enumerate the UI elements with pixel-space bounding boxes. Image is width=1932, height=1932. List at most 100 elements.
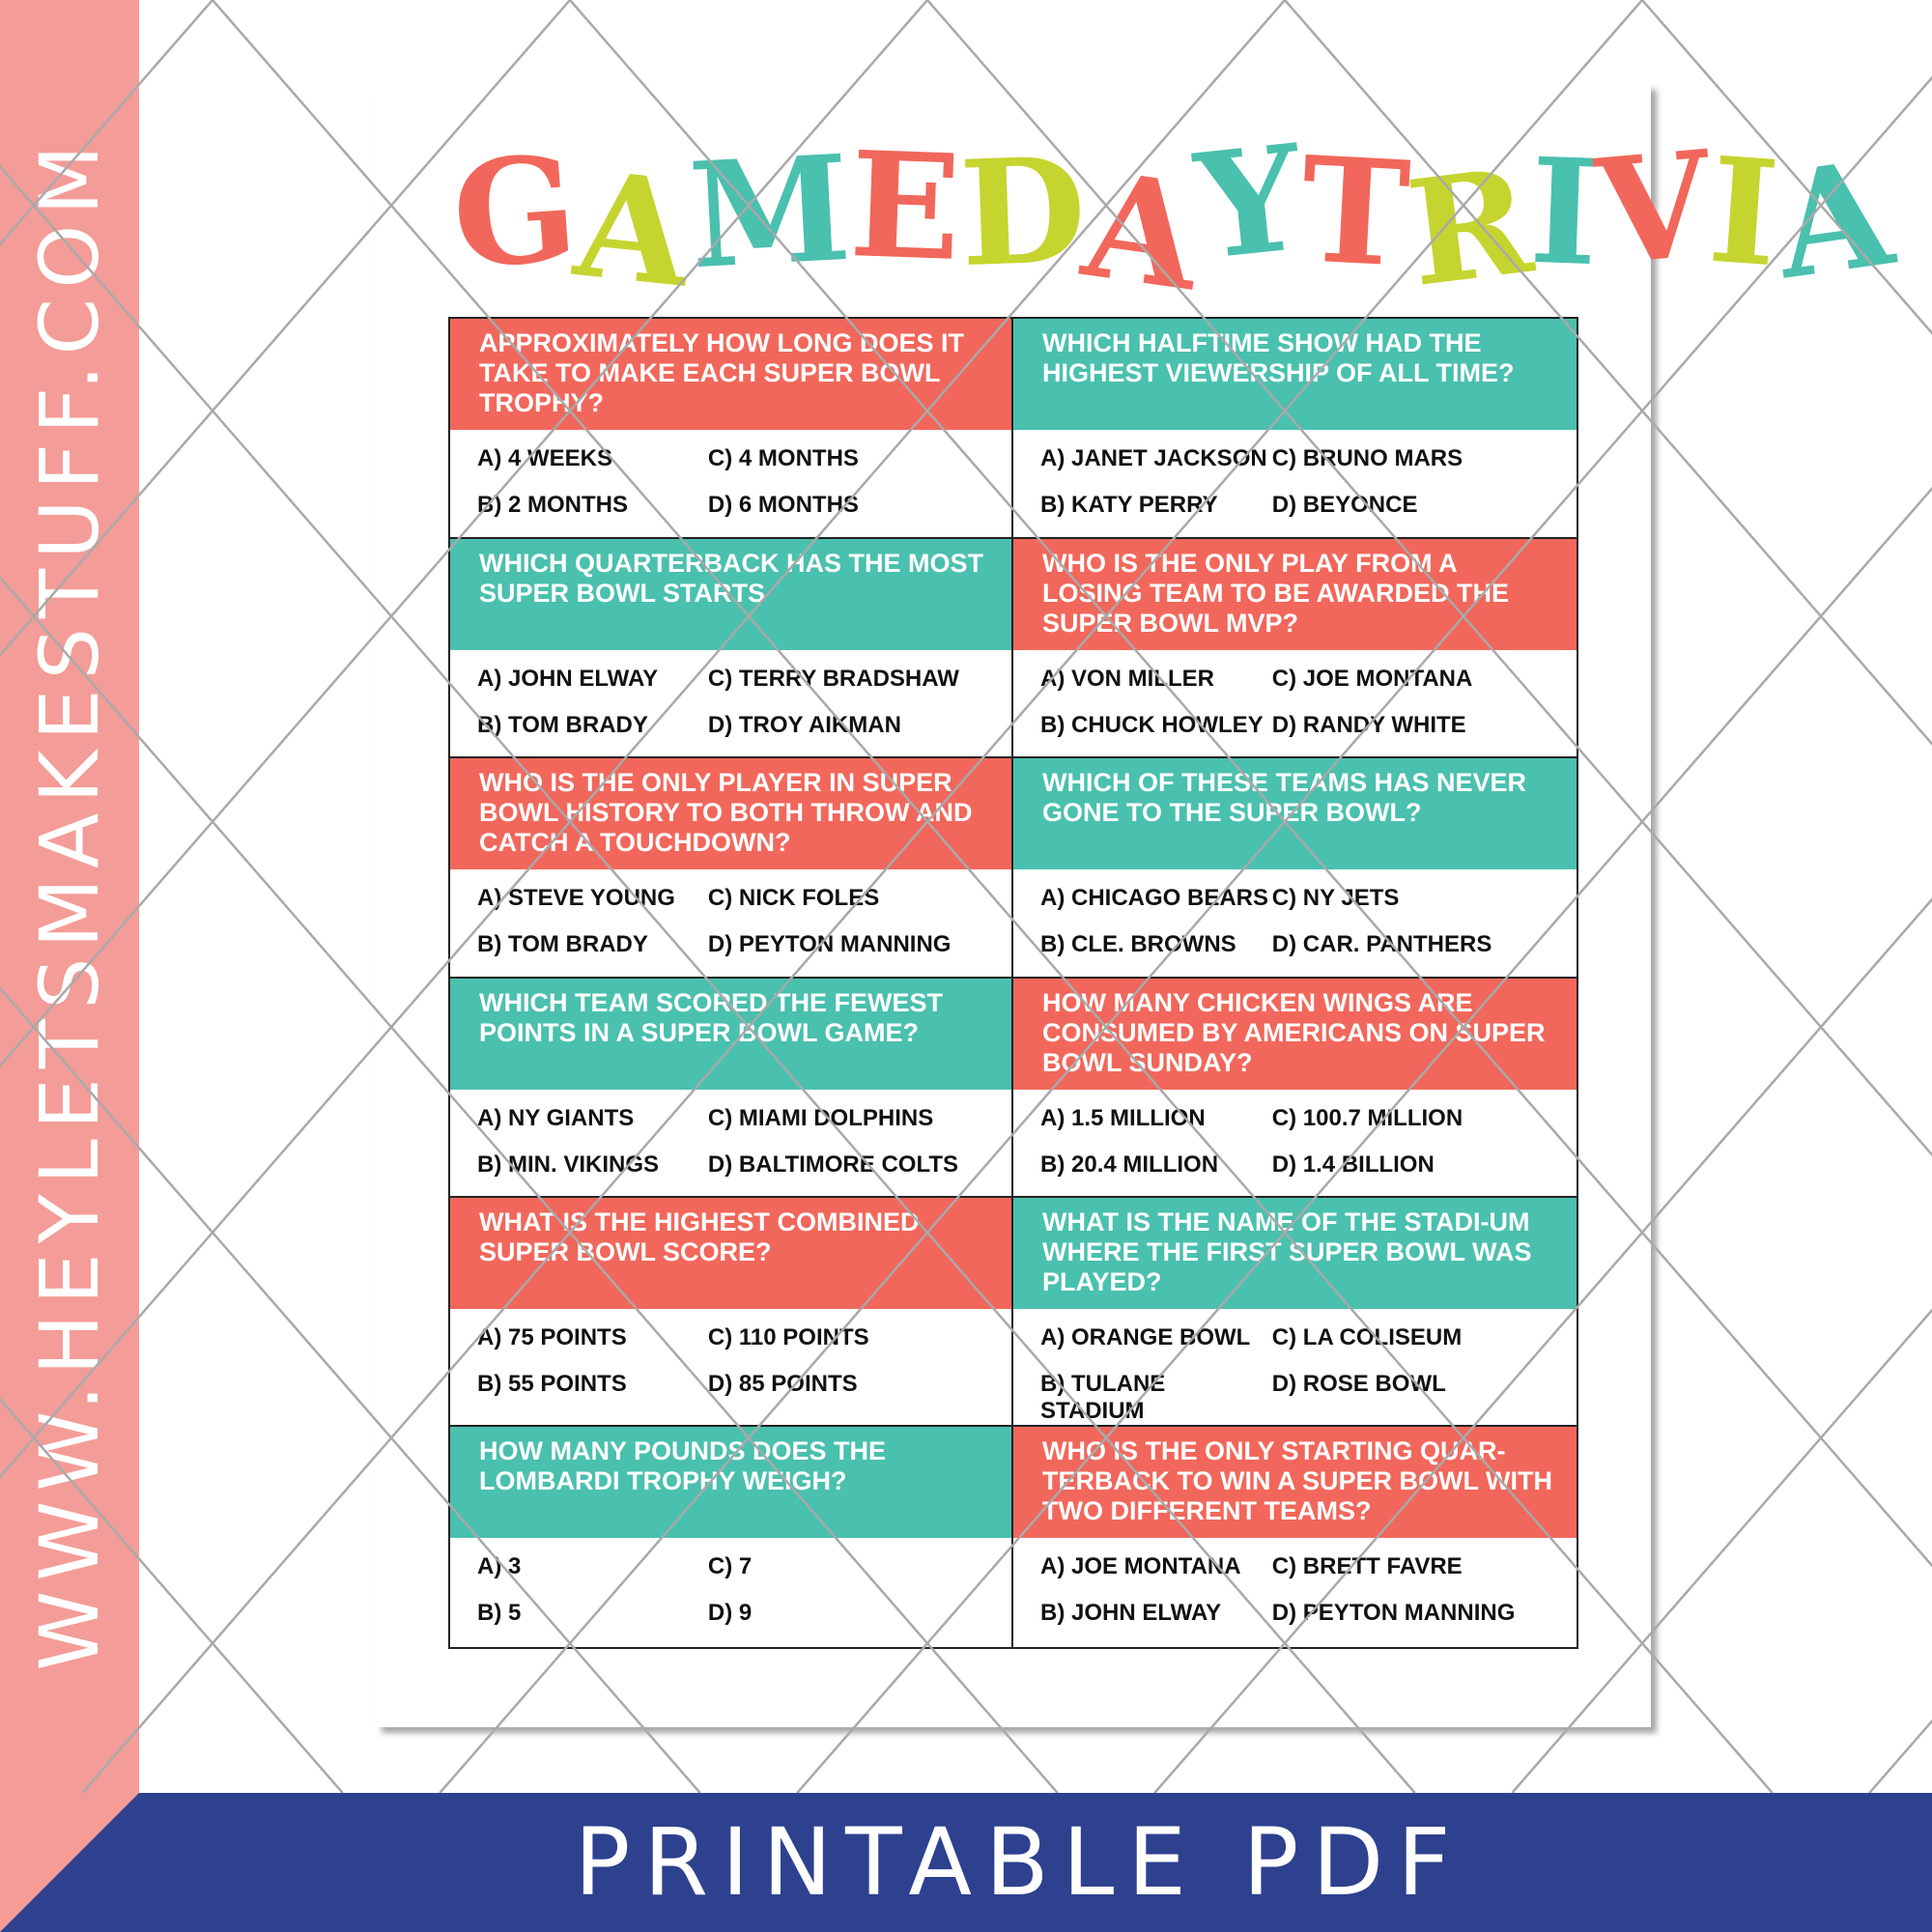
answer-options: A) CHICAGO BEARS C) NY JETS B) CLE. BROWNS…	[1013, 869, 1577, 977]
question: How many chicken wings are consumed by a…	[1013, 978, 1577, 1090]
answer-option: A) JOE MONTANA	[1040, 1553, 1241, 1580]
answer-options: A) JOHN ELWAY C) TERRY BRADSHAW B) TOM BRA…	[450, 650, 1011, 757]
answer-option: B) 2 MONTHS	[477, 492, 628, 518]
answer-options: A) 1.5 MILLION C) 100.7 MILLION B) 20.4 MI…	[1013, 1090, 1577, 1197]
answer-option: A) 75 POINTS	[477, 1324, 627, 1351]
question: Which team scored the fewest points in a…	[450, 978, 1011, 1090]
trivia-card: How many pounds does the lombardi trophy…	[450, 1427, 1013, 1647]
answer-option: D) 1.4 BILLION	[1271, 1151, 1435, 1178]
answer-option: B) TOM BRADY	[477, 711, 648, 738]
answer-option: C) MIAMI DOLPHINS	[707, 1104, 934, 1131]
question: Approximately how long does it take to m…	[450, 319, 1011, 430]
answer-options: A) JOE MONTANA C) BRETT FAVRE B) JOHN ELWA…	[1013, 1538, 1577, 1647]
answer-option: D) 9	[707, 1600, 753, 1627]
answer-option: A) JANET JACKSON	[1040, 445, 1267, 471]
answer-options: A) VON MILLER C) JOE MONTANA B) CHUCK HOWL…	[1013, 650, 1577, 757]
title-letter: A	[568, 139, 698, 321]
question: What is the name of the stadi-um where t…	[1013, 1198, 1577, 1310]
question: What is the highest combined super bowl …	[450, 1198, 1011, 1310]
bottom-banner	[0, 1793, 1932, 1932]
answer-option: C) TERRY BRADSHAW	[707, 665, 959, 692]
answer-option: C) 7	[707, 1553, 753, 1580]
answer-option: C) 110 POINTS	[707, 1324, 869, 1351]
title-letter: I	[1526, 126, 1601, 299]
answer-option: D) BALTIMORE COLTS	[707, 1151, 958, 1178]
title-letter: T	[1296, 125, 1414, 300]
answer-option: B) JOHN ELWAY	[1040, 1600, 1222, 1627]
answer-option: B) 55 POINTS	[477, 1371, 627, 1398]
answer-options: A) ORANGE BOWL C) LA COLISEUM B) TULANE ST…	[1013, 1309, 1577, 1425]
answer-option: C) NICK FOLES	[707, 885, 880, 912]
answer-option: D) TROY AIKMAN	[707, 711, 901, 738]
answer-option: B) CLE. BROWNS	[1040, 931, 1236, 958]
answer-options: A) 4 WEEKS C) 4 MONTHS B) 2 MONTHS D) 6 MON…	[450, 430, 1011, 537]
trivia-card: What is the name of the stadi-um where t…	[1013, 1198, 1577, 1428]
title-letter: A	[1766, 128, 1902, 313]
trivia-card: How many chicken wings are consumed by a…	[1013, 978, 1577, 1199]
title-letter: M	[685, 123, 855, 302]
question: Which halftime show had the highest view…	[1013, 319, 1577, 430]
question: Who is the only player in super bowl his…	[450, 758, 1011, 870]
title-letter: R	[1399, 136, 1541, 320]
trivia-card: What is the highest combined super bowl …	[450, 1198, 1013, 1428]
answer-option: C) BRETT FAVRE	[1271, 1553, 1463, 1580]
answer-option: A) JOHN ELWAY	[477, 665, 659, 692]
answer-options: A) JANET JACKSON C) BRUNO MARS B) KATY PER…	[1013, 430, 1577, 537]
answer-option: C) LA COLISEUM	[1271, 1324, 1463, 1351]
answer-option: D) RANDY WHITE	[1271, 711, 1466, 738]
side-strip: WWW.HEYLETSMAKESTUFF.COM	[0, 0, 139, 1932]
question: Who is the only starting quar-terback to…	[1013, 1427, 1577, 1539]
answer-option: B) TULANE STADIUM	[1040, 1371, 1166, 1425]
question: Which of these teams has never gone to t…	[1013, 758, 1577, 870]
trivia-card: Which team scored the fewest points in a…	[450, 978, 1013, 1199]
answer-option: D) ROSE BOWL	[1271, 1371, 1446, 1398]
title-letter: A	[1074, 139, 1210, 325]
trivia-card: Who is the only player in super bowl his…	[450, 758, 1013, 979]
answer-option: A) VON MILLER	[1040, 665, 1214, 692]
answer-option: A) ORANGE BOWL	[1040, 1324, 1251, 1351]
trivia-card: Which of these teams has never gone to t…	[1013, 758, 1577, 979]
trivia-card: Who is the only starting quar-terback to…	[1013, 1427, 1577, 1647]
answer-option: B) MIN. VIKINGS	[477, 1151, 660, 1178]
answer-options: A) 75 POINTS C) 110 POINTS B) 55 POINTS D) …	[450, 1309, 1011, 1425]
title-letter: Y	[1189, 112, 1311, 294]
answer-options: A) STEVE YOUNG C) NICK FOLES B) TOM BRADY D…	[450, 869, 1011, 977]
trivia-card: Approximately how long does it take to m…	[450, 319, 1013, 539]
website-url: WWW.HEYLETSMAKESTUFF.COM	[22, 135, 117, 1671]
answer-option: D) 6 MONTHS	[707, 492, 859, 518]
answer-option: A) 4 WEEKS	[477, 445, 613, 471]
trivia-card: Which quarterback has the most super bow…	[450, 538, 1013, 759]
banner-text: PRINTABLE PDF	[574, 1808, 1464, 1917]
trivia-card: Which halftime show had the highest view…	[1013, 319, 1577, 539]
answer-option: A) NY GIANTS	[477, 1104, 635, 1131]
answer-option: D) PEYTON MANNING	[1271, 1600, 1516, 1627]
answer-option: B) KATY PERRY	[1040, 492, 1218, 518]
title-letter: V	[1590, 119, 1718, 298]
answer-options: A) 3 C) 7 B) 5 D) 9	[450, 1538, 1011, 1647]
answer-option: C) 4 MONTHS	[707, 445, 859, 471]
answer-option: C) NY JETS	[1271, 885, 1400, 912]
answer-options: A) NY GIANTS C) MIAMI DOLPHINS B) MIN. VIK…	[450, 1090, 1011, 1197]
question: Who is the only play from a losing team …	[1013, 538, 1577, 650]
title-letter: D	[956, 125, 1090, 300]
trivia-grid: Approximately how long does it take to m…	[448, 317, 1578, 1649]
question: Which quarterback has the most super bow…	[450, 538, 1011, 650]
title-letter: E	[846, 120, 963, 294]
question: How many pounds does the lombardi trophy…	[450, 1427, 1011, 1539]
answer-option: B) 20.4 MILLION	[1040, 1151, 1219, 1178]
answer-option: A) 3	[477, 1553, 522, 1580]
answer-option: C) 100.7 MILLION	[1271, 1104, 1463, 1131]
title-letter: G	[447, 123, 583, 302]
answer-option: A) 1.5 MILLION	[1040, 1104, 1206, 1131]
answer-option: C) BRUNO MARS	[1271, 445, 1463, 471]
answer-option: C) JOE MONTANA	[1271, 665, 1473, 692]
answer-option: A) STEVE YOUNG	[477, 885, 675, 912]
trivia-card: Who is the only play from a losing team …	[1013, 538, 1577, 759]
answer-option: D) PEYTON MANNING	[707, 931, 952, 958]
answer-option: A) CHICAGO BEARS	[1040, 885, 1269, 912]
answer-option: B) 5	[477, 1600, 522, 1627]
answer-option: D) BEYONCE	[1271, 492, 1418, 518]
answer-option: D) CAR. PANTHERS	[1271, 931, 1492, 958]
answer-option: B) CHUCK HOWLEY	[1040, 711, 1264, 738]
